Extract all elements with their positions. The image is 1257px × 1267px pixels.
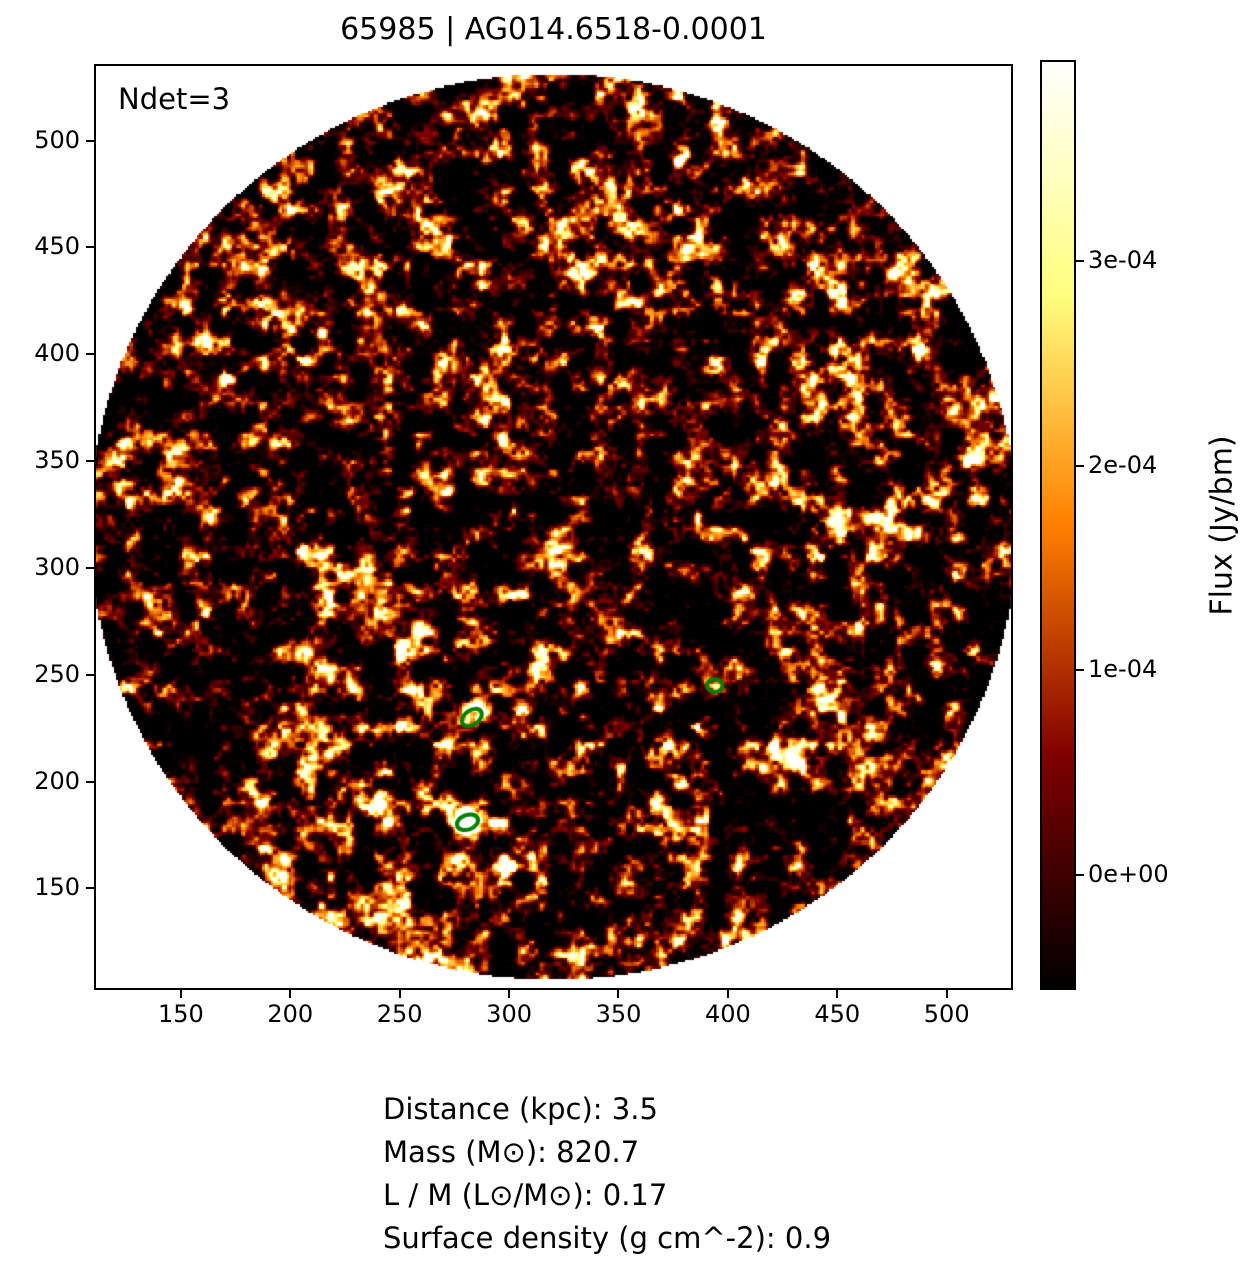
colorbar-tick-label: 1e-04 — [1088, 655, 1158, 684]
x-tick-mark — [289, 990, 292, 998]
y-tick-mark — [86, 139, 94, 142]
colorbar-tick-label: 0e+00 — [1088, 860, 1169, 889]
x-tick-label: 350 — [595, 1000, 642, 1028]
y-tick-label: 350 — [34, 446, 80, 475]
y-tick-label: 200 — [34, 766, 80, 795]
x-tick-label: 250 — [376, 1000, 423, 1028]
info-surface-density: Surface density (g cm^-2): 0.9 — [383, 1221, 832, 1255]
y-tick-label: 300 — [34, 552, 80, 581]
x-tick-label: 450 — [814, 1000, 861, 1028]
y-tick-label: 500 — [34, 125, 80, 154]
info-mass: Mass (M⊙): 820.7 — [383, 1135, 640, 1169]
y-tick-label: 400 — [34, 339, 80, 368]
colorbar-gradient — [1040, 60, 1076, 990]
colorbar-tick-mark — [1076, 464, 1084, 467]
ndet-annotation: Ndet=3 — [118, 82, 231, 116]
colorbar-label-wrap: Flux (Jy/bm) — [1196, 60, 1248, 990]
y-tick-mark — [86, 246, 94, 249]
y-tick-mark — [86, 673, 94, 676]
x-tick-mark — [508, 990, 511, 998]
flux-map-canvas — [94, 64, 1013, 990]
y-tick-label: 250 — [34, 659, 80, 688]
x-tick-mark — [726, 990, 729, 998]
info-distance: Distance (kpc): 3.5 — [383, 1092, 658, 1126]
x-tick-label: 400 — [704, 1000, 751, 1028]
y-tick-mark — [86, 460, 94, 463]
colorbar-tick-label: 3e-04 — [1088, 245, 1158, 274]
y-tick-mark — [86, 566, 94, 569]
x-tick-mark — [398, 990, 401, 998]
x-tick-label: 500 — [923, 1000, 970, 1028]
colorbar-tick-mark — [1076, 874, 1084, 877]
colorbar-tick-mark — [1076, 259, 1084, 262]
y-tick-mark — [86, 353, 94, 356]
x-tick-mark — [945, 990, 948, 998]
x-tick-label: 300 — [486, 1000, 532, 1028]
colorbar-label: Flux (Jy/bm) — [1204, 434, 1240, 616]
colorbar-tick-mark — [1076, 669, 1084, 672]
x-tick-mark — [617, 990, 620, 998]
y-tick-label: 150 — [34, 873, 80, 902]
info-l-over-m: L / M (L⊙/M⊙): 0.17 — [383, 1178, 668, 1212]
colorbar-tick-label: 2e-04 — [1088, 450, 1158, 479]
x-tick-mark — [836, 990, 839, 998]
x-tick-mark — [179, 990, 182, 998]
y-tick-mark — [86, 780, 94, 783]
x-tick-label: 200 — [267, 1000, 314, 1028]
y-tick-mark — [86, 887, 94, 890]
x-tick-label: 150 — [157, 1000, 204, 1028]
info-block: Distance (kpc): 3.5 Mass (M⊙): 820.7 L /… — [383, 1088, 831, 1260]
y-tick-label: 450 — [34, 232, 80, 261]
plot-title: 65985 | AG014.6518-0.0001 — [340, 12, 767, 47]
